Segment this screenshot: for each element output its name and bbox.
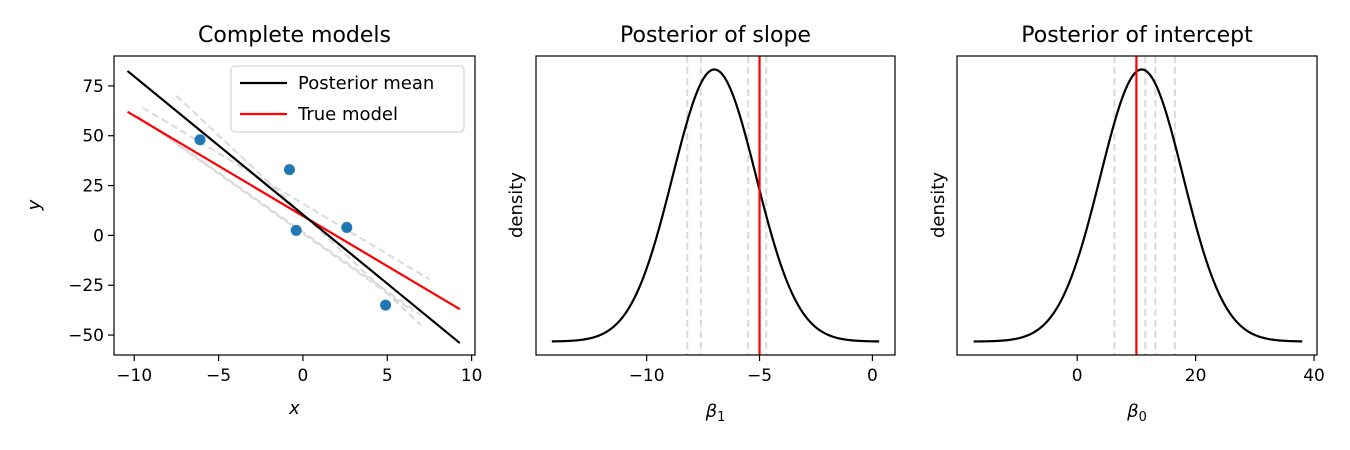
y-tick-label: 75: [82, 77, 104, 97]
models-scatter-points: [194, 134, 392, 311]
slope-x-ticks: −10 −5 0: [629, 355, 878, 386]
data-point: [341, 221, 353, 233]
y-tick-label: 50: [82, 127, 104, 147]
x-tick-label: 0: [298, 366, 309, 386]
slope-density-curve: [551, 68, 880, 343]
models-y-ticks: −50 −25 0 25 50 75: [68, 77, 114, 346]
x-tick-label: −10: [629, 366, 665, 386]
x-tick-label: −10: [116, 366, 152, 386]
legend-box: [230, 65, 465, 133]
x-tick-label: 20: [1185, 366, 1207, 386]
true-model-line: [126, 110, 461, 311]
models-lines: [126, 70, 461, 344]
y-tick-label: −50: [68, 326, 104, 346]
models-ylabel: y: [24, 199, 45, 211]
posterior-mean-line: [126, 70, 461, 344]
x-tick-label: 40: [1303, 366, 1325, 386]
models-x-ticks: −10 −5 0 5 10: [116, 355, 482, 386]
models-xlabel: x: [288, 398, 300, 419]
models-legend: Posterior mean True model: [230, 65, 465, 133]
intercept-density-curve: [973, 68, 1303, 343]
slope-xlabel: β1: [705, 401, 726, 425]
x-tick-label: 10: [461, 366, 483, 386]
intercept-xlabel: β0: [1126, 401, 1147, 425]
panel-posterior-slope: Posterior of slope −10 −5 0 density β1: [506, 23, 896, 425]
legend-label-true-model: True model: [297, 104, 398, 125]
x-tick-label: 0: [1072, 366, 1083, 386]
data-point: [194, 134, 206, 146]
panel-posterior-intercept: Posterior of intercept 0 20 40 density β0: [928, 23, 1325, 425]
intercept-sample-lines: [1113, 56, 1176, 355]
data-point: [283, 164, 295, 176]
legend-label-posterior-mean: Posterior mean: [298, 73, 434, 94]
x-tick-label: −5: [747, 366, 772, 386]
x-tick-label: −5: [206, 366, 231, 386]
intercept-title: Posterior of intercept: [1021, 23, 1253, 48]
y-tick-label: 0: [93, 226, 104, 246]
models-title: Complete models: [198, 23, 391, 48]
x-tick-label: 5: [382, 366, 393, 386]
intercept-x-ticks: 0 20 40: [1072, 355, 1325, 386]
y-tick-label: −25: [68, 276, 104, 296]
intercept-axes-frame: [956, 55, 1318, 356]
slope-sample-lines: [686, 56, 768, 355]
slope-ylabel: density: [506, 172, 527, 238]
model-sample-line: [142, 106, 430, 281]
y-tick-label: 25: [82, 177, 104, 197]
panel-complete-models: Complete models −10 −5 0 5 10 −50−250255075 …: [24, 23, 482, 419]
x-tick-label: 0: [867, 366, 878, 386]
models-axes-frame: [113, 55, 476, 356]
slope-title: Posterior of slope: [620, 23, 811, 48]
model-sample-line: [150, 124, 414, 312]
slope-axes-frame: [535, 55, 896, 356]
intercept-ylabel: density: [928, 172, 949, 238]
data-point: [380, 299, 392, 311]
data-point: [290, 224, 302, 236]
model-sample-line: [137, 114, 422, 316]
